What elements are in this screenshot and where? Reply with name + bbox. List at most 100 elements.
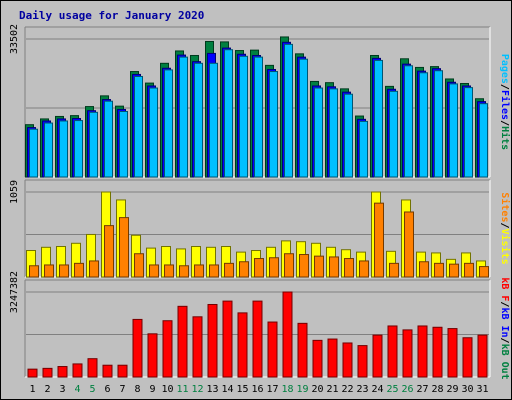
legend-item: Hits — [499, 126, 511, 150]
bar-kb-f — [342, 342, 353, 378]
bar-kb-f — [177, 305, 188, 378]
bar-pages — [344, 93, 353, 178]
bar-sites — [44, 264, 54, 278]
legend-hits-files-pages: Pages/Files/Hits — [499, 54, 511, 150]
bar-kb-f — [117, 364, 128, 378]
bar-pages — [269, 71, 278, 178]
bar-pages — [449, 83, 458, 178]
bar-kb-f — [312, 339, 323, 378]
x-tick-label: 19 — [296, 384, 308, 395]
x-tick-label: 12 — [191, 384, 203, 395]
x-tick-label: 28 — [431, 384, 443, 395]
bar-sites — [479, 266, 489, 278]
legend-item: Visits — [499, 229, 511, 265]
x-tick-label: 30 — [461, 384, 473, 395]
bar-kb-f — [327, 338, 338, 378]
x-tick-label: 20 — [311, 384, 323, 395]
bar-pages — [74, 120, 83, 178]
x-tick-label: 4 — [74, 384, 80, 395]
bar-pages — [194, 62, 203, 178]
x-tick-label: 8 — [134, 384, 140, 395]
series-kb-f — [27, 291, 488, 378]
bar-kb-f — [432, 326, 443, 378]
bar-kb-f — [447, 328, 458, 378]
x-tick-label: 16 — [251, 384, 263, 395]
bar-kb-f — [102, 364, 113, 378]
bar-sites — [404, 211, 414, 278]
bar-sites — [359, 260, 369, 278]
bar-kb-f — [222, 300, 233, 378]
x-tick-label: 6 — [104, 384, 110, 395]
x-tick-label: 10 — [161, 384, 173, 395]
bar-kb-f — [462, 337, 473, 378]
bar-pages — [104, 100, 113, 178]
bar-sites — [74, 262, 84, 278]
bar-kb-f — [132, 318, 143, 378]
bar-kb-f — [402, 329, 413, 378]
y-max-label: 33502 — [9, 24, 20, 54]
legend-visits-sites: Sites/Visits — [499, 192, 511, 264]
bar-sites — [29, 265, 39, 278]
bar-kb-f — [282, 291, 293, 378]
x-tick-label: 5 — [89, 384, 95, 395]
bar-pages — [284, 43, 293, 178]
series-sites — [29, 202, 489, 278]
x-tick-label: 2 — [44, 384, 50, 395]
bar-sites — [104, 225, 114, 278]
chart-panels: 33502Pages/Files/Hits1059Sites/Visits324… — [9, 24, 511, 380]
bar-kb-f — [27, 368, 38, 378]
bar-pages — [329, 88, 338, 178]
bar-kb-f — [477, 334, 488, 378]
bar-sites — [164, 264, 174, 278]
legend-item: kB F — [499, 277, 510, 301]
bar-pages — [224, 49, 233, 178]
bar-pages — [359, 120, 368, 178]
bar-kb-f — [297, 322, 308, 378]
y-max-label: 1059 — [9, 180, 20, 204]
legend-item: / — [499, 222, 510, 228]
bar-pages — [464, 87, 473, 178]
bar-kb-f — [192, 316, 203, 378]
bar-sites — [449, 263, 459, 278]
bar-pages — [179, 56, 188, 178]
bar-kb-f — [147, 333, 158, 378]
bar-kb-f — [57, 366, 68, 378]
bar-pages — [149, 87, 158, 178]
series-pages — [29, 43, 488, 178]
x-tick-label: 22 — [341, 384, 353, 395]
x-tick-label: 24 — [371, 384, 383, 395]
bar-kb-f — [42, 367, 53, 378]
bar-kb-f — [387, 325, 398, 378]
legend-item: Pages — [499, 54, 510, 84]
bar-kb-f — [267, 321, 278, 378]
bar-sites — [89, 260, 99, 278]
bar-pages — [314, 87, 323, 178]
legend-item: kB Out — [499, 344, 510, 380]
bar-sites — [329, 256, 339, 278]
bar-sites — [254, 258, 264, 278]
x-tick-label: 21 — [326, 384, 338, 395]
bar-sites — [179, 265, 189, 278]
bar-kb-f — [237, 312, 248, 378]
x-tick-label: 31 — [476, 384, 488, 395]
x-tick-label: 11 — [176, 384, 188, 395]
bar-sites — [224, 262, 234, 278]
bar-sites — [134, 253, 144, 278]
bar-sites — [239, 261, 249, 278]
bar-sites — [374, 202, 384, 278]
x-tick-label: 25 — [386, 384, 398, 395]
bar-pages — [119, 111, 128, 178]
bar-sites — [464, 262, 474, 278]
x-tick-label: 15 — [236, 384, 248, 395]
bar-pages — [89, 111, 98, 178]
bar-pages — [239, 55, 248, 178]
bar-pages — [209, 62, 218, 178]
x-tick-label: 17 — [266, 384, 278, 395]
x-tick-label: 14 — [221, 384, 233, 395]
bar-pages — [299, 58, 308, 178]
bar-sites — [434, 262, 444, 278]
bar-pages — [164, 69, 173, 178]
bar-pages — [59, 120, 68, 178]
bar-pages — [419, 72, 428, 178]
bar-sites — [59, 264, 69, 278]
